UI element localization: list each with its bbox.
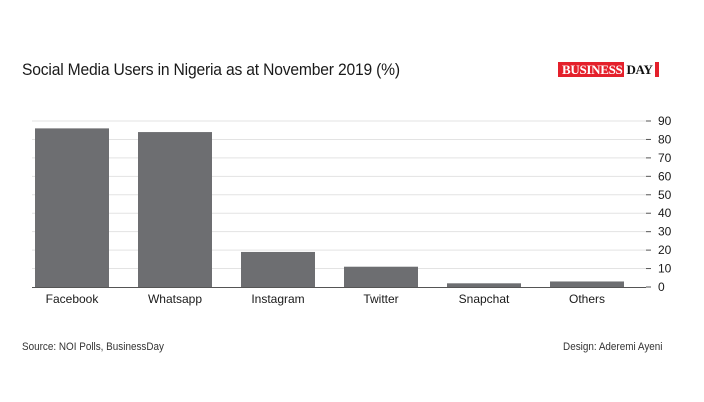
- bar-twitter: [344, 266, 418, 287]
- y-tick-label: 60: [658, 169, 672, 183]
- source-note: Source: NOI Polls, BusinessDay: [22, 341, 164, 353]
- y-tick-label: 90: [658, 114, 672, 128]
- axes: [32, 120, 651, 288]
- x-tick-label: Twitter: [363, 292, 398, 306]
- y-tick-label: 20: [658, 243, 672, 257]
- bar-others: [550, 281, 624, 287]
- design-credit: Design: Aderemi Ayeni: [562, 341, 662, 353]
- tick-labels: 0 10 20 30 40 50 60 70 80 90 Facebook Whatsapp Insta…: [46, 114, 672, 306]
- logo-business-text: BUSINESS: [562, 62, 623, 77]
- y-tick-label: 30: [658, 225, 672, 239]
- bars: [35, 128, 624, 287]
- x-tick-label: Instagram: [251, 292, 304, 306]
- bar-snapchat: [447, 283, 521, 287]
- businessday-logo: BUSINESS DAY: [558, 62, 659, 77]
- y-tick-label: 40: [658, 206, 672, 220]
- y-tick-label: 10: [658, 262, 672, 276]
- x-tick-label: Snapchat: [459, 292, 510, 306]
- y-tick-label: 80: [658, 132, 672, 146]
- grid-lines: [32, 120, 646, 270]
- x-tick-label: Others: [569, 292, 605, 306]
- y-tick-label: 70: [658, 151, 672, 165]
- logo-day-text: DAY: [624, 62, 655, 77]
- x-tick-label: Facebook: [46, 292, 100, 306]
- bar-instagram: [241, 251, 315, 287]
- bar-whatsapp: [138, 132, 212, 287]
- y-tick-label: 50: [658, 188, 672, 202]
- chart-title: Social Media Users in Nigeria as at Nove…: [22, 60, 400, 79]
- bar-facebook: [35, 128, 109, 287]
- x-tick-label: Whatsapp: [148, 292, 202, 306]
- y-tick-label: 0: [658, 280, 665, 294]
